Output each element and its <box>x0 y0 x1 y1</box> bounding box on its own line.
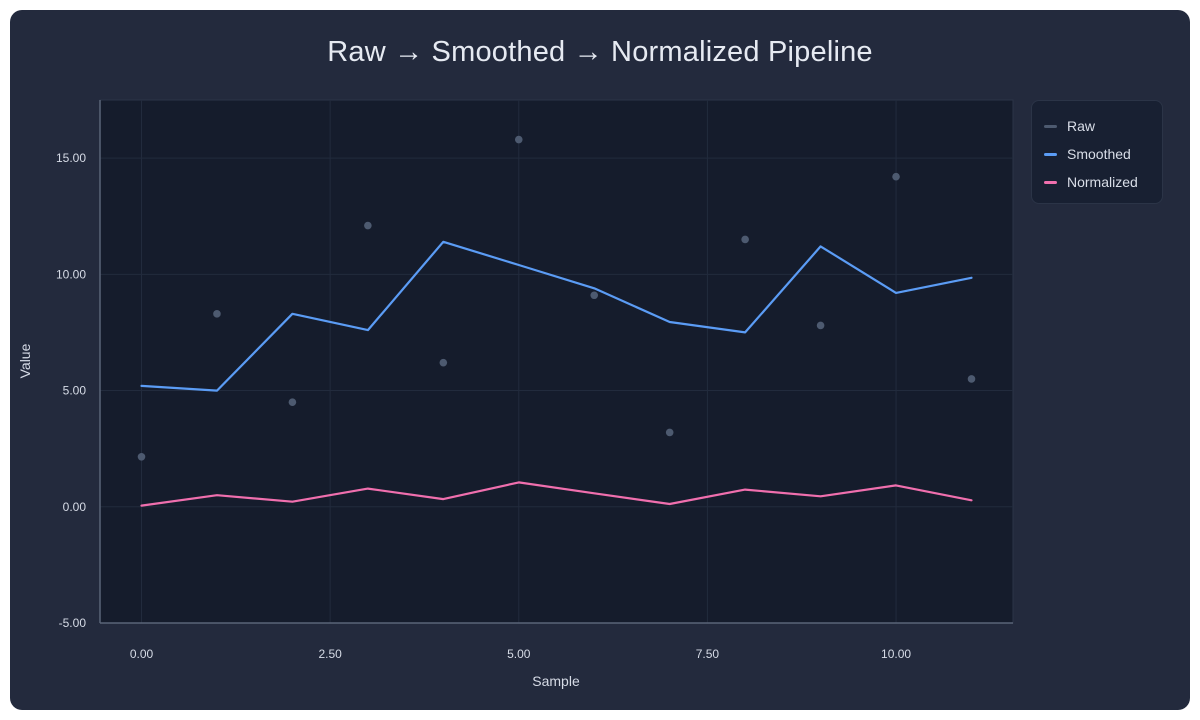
legend-label-smoothed: Smoothed <box>1067 146 1131 162</box>
series-raw <box>137 135 976 461</box>
x-tick-label: 5.00 <box>507 647 531 661</box>
x-tick-label: 0.00 <box>130 647 154 661</box>
raw-point <box>967 375 976 383</box>
legend-swatch-smoothed <box>1044 152 1057 156</box>
legend-item-normalized[interactable]: Normalized <box>1032 168 1162 196</box>
grid-lines <box>100 100 1013 623</box>
series-layer <box>137 135 976 507</box>
chart-title: Raw → Smoothed → Normalized Pipeline <box>327 36 873 68</box>
raw-point <box>816 321 825 330</box>
raw-point <box>514 135 523 144</box>
legend-label-normalized: Normalized <box>1067 174 1138 190</box>
legend-item-raw[interactable]: Raw <box>1032 112 1162 140</box>
raw-point <box>137 453 146 461</box>
x-tick-label: 7.50 <box>696 647 720 661</box>
y-tick-label: 15.00 <box>56 151 86 165</box>
legend-swatch-normalized <box>1044 180 1057 184</box>
y-tick-label: 5.00 <box>63 384 87 398</box>
y-tick-labels: -5.00 0.00 5.00 10.00 15.00 <box>56 151 86 630</box>
plot-area <box>99 99 1014 624</box>
y-axis-title: Value <box>17 343 33 378</box>
x-tick-label: 10.00 <box>881 647 911 661</box>
raw-point <box>590 291 599 300</box>
x-tick-label: 2.50 <box>318 647 342 661</box>
raw-point <box>364 221 372 230</box>
y-tick-label: 0.00 <box>63 500 87 514</box>
series-smoothed-line <box>140 240 973 392</box>
x-axis-title: Sample <box>532 673 580 689</box>
chart-card: Raw → Smoothed → Normalized Pipeline 0.0… <box>10 10 1190 710</box>
raw-point <box>741 235 749 244</box>
raw-point <box>665 428 674 437</box>
series-normalized-line <box>140 481 973 507</box>
legend-label-raw: Raw <box>1067 118 1096 134</box>
chart-plot: 0.00 2.50 5.00 7.50 10.00 -5.00 0.00 5.00 10.00… <box>17 99 1014 689</box>
legend-swatch-raw <box>1044 124 1057 128</box>
raw-point <box>288 398 297 406</box>
y-tick-label: -5.00 <box>59 616 87 630</box>
legend-item-smoothed[interactable]: Smoothed <box>1032 140 1162 168</box>
legend: Raw Smoothed Normalized <box>1031 100 1163 204</box>
x-tick-labels: 0.00 2.50 5.00 7.50 10.00 <box>130 647 912 661</box>
y-tick-label: 10.00 <box>56 267 86 281</box>
raw-point <box>439 358 448 367</box>
raw-point <box>892 172 900 181</box>
raw-point <box>213 310 221 318</box>
